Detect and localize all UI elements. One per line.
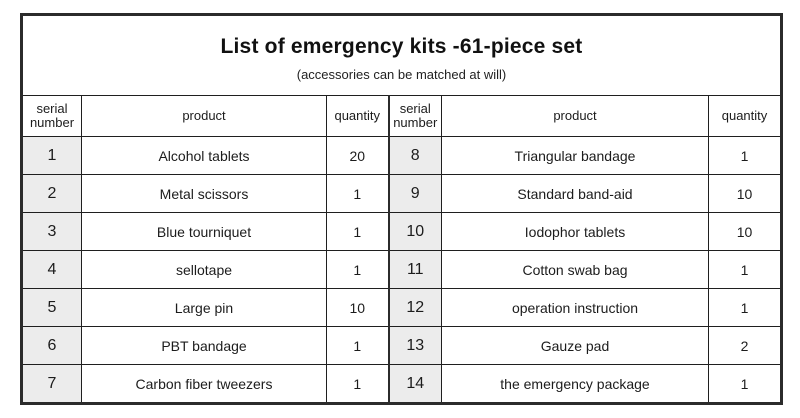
header-quantity-right: quantity [707,95,783,137]
quantity-cell: 1 [707,288,783,327]
table-row: 3 Blue tourniquet 1 10 Iodophor tablets … [21,212,783,251]
quantity-cell: 1 [326,212,389,251]
product-cell: Large pin [81,288,327,327]
serial-cell: 2 [21,174,82,213]
serial-cell: 3 [21,212,82,251]
product-cell: PBT bandage [81,326,327,365]
table-row: 2 Metal scissors 1 9 Standard band-aid 1… [21,174,783,213]
serial-cell: 1 [21,136,82,175]
quantity-cell: 1 [707,136,783,175]
serial-cell: 6 [21,326,82,365]
serial-cell: 10 [387,212,442,251]
header-serial-right: serial number [387,95,442,137]
quantity-cell: 1 [326,250,389,289]
serial-cell: 4 [21,250,82,289]
page-subtitle: (accessories can be matched at will) [296,67,507,82]
product-cell: Iodophor tablets [441,212,709,251]
table-row: 4 sellotape 1 11 Cotton swab bag 1 [21,250,783,289]
product-cell: Alcohol tablets [81,136,327,175]
product-cell: Gauze pad [441,326,709,365]
serial-cell: 11 [387,250,442,289]
table-row: 1 Alcohol tablets 20 8 Triangular bandag… [21,136,783,175]
page-title: List of emergency kits -61-piece set [220,35,583,58]
table-header-row: serial number product quantity serial nu… [21,95,783,137]
product-cell: Carbon fiber tweezers [81,364,327,404]
serial-cell: 13 [387,326,442,365]
emergency-kit-table: List of emergency kits -61-piece set (ac… [20,13,784,405]
quantity-cell: 1 [326,326,389,365]
product-cell: Metal scissors [81,174,327,213]
header-serial-left: serial number [21,95,82,137]
product-cell: Cotton swab bag [441,250,709,289]
serial-cell: 9 [387,174,442,213]
quantity-cell: 1 [707,250,783,289]
quantity-cell: 1 [326,174,389,213]
quantity-cell: 1 [707,364,783,404]
product-cell: Blue tourniquet [81,212,327,251]
table-row: 5 Large pin 10 12 operation instruction … [21,288,783,327]
title-row: List of emergency kits -61-piece set (ac… [20,14,783,96]
quantity-cell: 1 [326,364,389,404]
serial-cell: 5 [21,288,82,327]
header-product-right: product [441,95,709,137]
serial-cell: 12 [387,288,442,327]
title-block: List of emergency kits -61-piece set (ac… [20,14,783,96]
quantity-cell: 10 [707,174,783,213]
product-cell: sellotape [81,250,327,289]
quantity-cell: 10 [707,212,783,251]
table-row: 7 Carbon fiber tweezers 1 14 the emergen… [21,364,783,404]
serial-cell: 14 [387,364,442,404]
table-row: 6 PBT bandage 1 13 Gauze pad 2 [21,326,783,365]
product-cell: the emergency package [441,364,709,404]
product-cell: Standard band-aid [441,174,709,213]
header-quantity-left: quantity [326,95,389,137]
serial-cell: 7 [21,364,82,404]
quantity-cell: 10 [326,288,389,327]
product-cell: operation instruction [441,288,709,327]
header-product-left: product [81,95,327,137]
quantity-cell: 20 [326,136,389,175]
product-cell: Triangular bandage [441,136,709,175]
quantity-cell: 2 [707,326,783,365]
serial-cell: 8 [387,136,442,175]
